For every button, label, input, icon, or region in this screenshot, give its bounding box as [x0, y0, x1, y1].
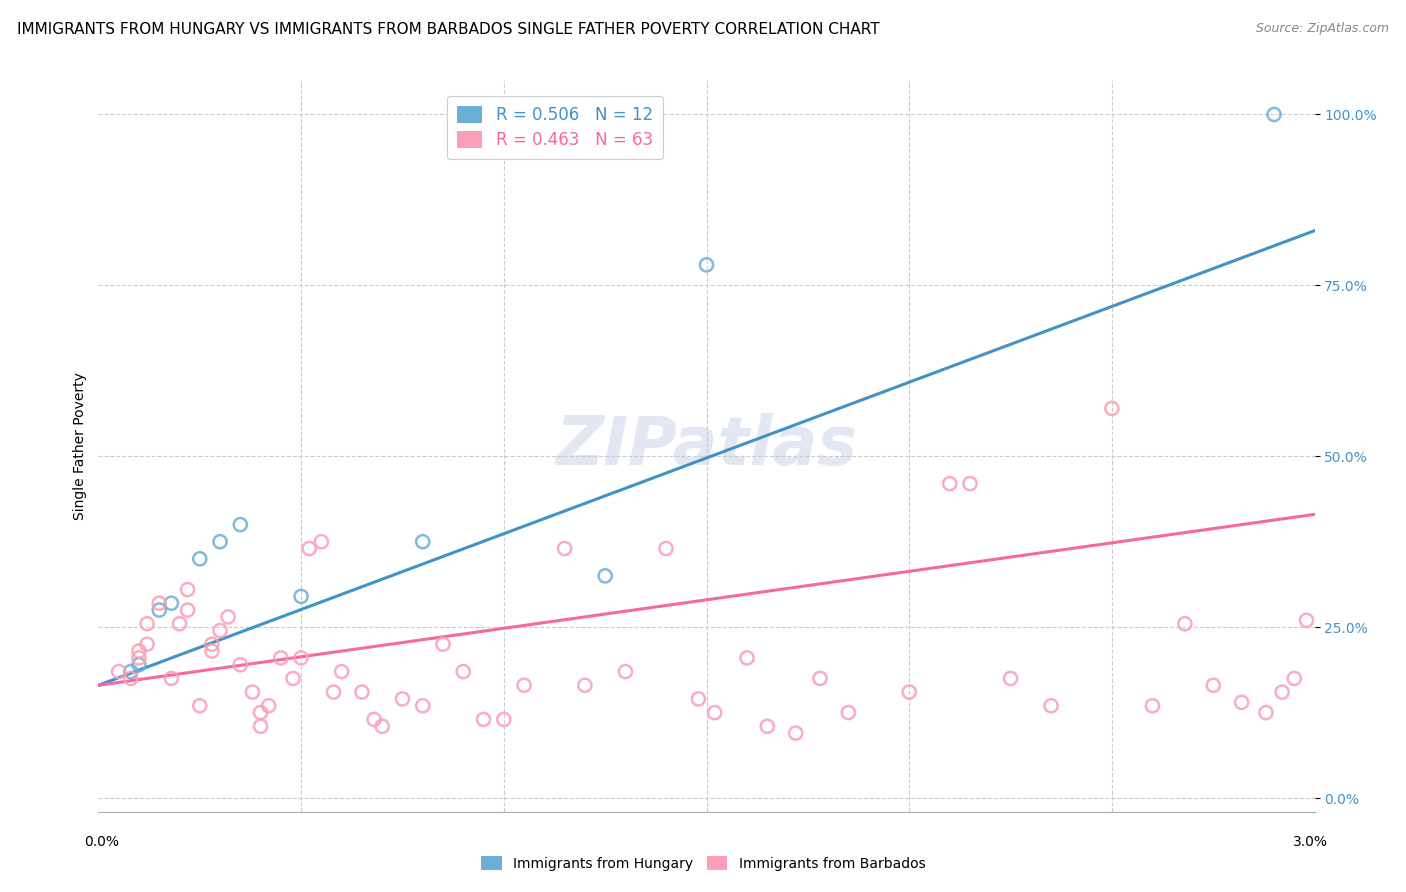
Point: [229, 657, 252, 672]
Point: [322, 685, 344, 699]
Point: [371, 719, 394, 733]
Point: [703, 706, 725, 720]
Point: [1000, 672, 1022, 686]
Point: [188, 698, 211, 713]
Point: [136, 616, 159, 631]
Point: [242, 685, 264, 699]
Point: [290, 651, 312, 665]
Point: [298, 541, 321, 556]
Point: [756, 719, 779, 733]
Point: [554, 541, 576, 556]
Point: [229, 517, 252, 532]
Text: Source: ZipAtlas.com: Source: ZipAtlas.com: [1256, 22, 1389, 36]
Text: ZIPatlas: ZIPatlas: [555, 413, 858, 479]
Point: [472, 713, 495, 727]
Point: [128, 644, 150, 658]
Point: [128, 657, 150, 672]
Point: [330, 665, 353, 679]
Point: [160, 672, 183, 686]
Point: [1295, 613, 1317, 627]
Point: [281, 672, 304, 686]
Text: IMMIGRANTS FROM HUNGARY VS IMMIGRANTS FROM BARBADOS SINGLE FATHER POVERTY CORREL: IMMIGRANTS FROM HUNGARY VS IMMIGRANTS FR…: [17, 22, 880, 37]
Point: [593, 569, 616, 583]
Point: [1230, 695, 1253, 709]
Point: [412, 534, 434, 549]
Legend: R = 0.506   N = 12, R = 0.463   N = 63: R = 0.506 N = 12, R = 0.463 N = 63: [447, 96, 662, 159]
Point: [614, 665, 637, 679]
Point: [188, 551, 211, 566]
Point: [350, 685, 373, 699]
Point: [1284, 672, 1306, 686]
Point: [249, 706, 271, 720]
Point: [837, 706, 859, 720]
Point: [1040, 698, 1063, 713]
Point: [492, 713, 515, 727]
Point: [1174, 616, 1197, 631]
Point: [959, 476, 981, 491]
Point: [453, 665, 475, 679]
Point: [148, 596, 170, 610]
Point: [290, 590, 312, 604]
Point: [655, 541, 678, 556]
Point: [201, 644, 224, 658]
Point: [217, 610, 239, 624]
Point: [939, 476, 962, 491]
Point: [257, 698, 280, 713]
Point: [209, 534, 232, 549]
Point: [1271, 685, 1294, 699]
Point: [128, 651, 150, 665]
Text: 0.0%: 0.0%: [84, 835, 118, 848]
Point: [363, 713, 385, 727]
Point: [270, 651, 292, 665]
Y-axis label: Single Father Poverty: Single Father Poverty: [73, 372, 87, 520]
Point: [696, 258, 718, 272]
Point: [120, 672, 142, 686]
Point: [391, 692, 413, 706]
Text: 3.0%: 3.0%: [1294, 835, 1327, 848]
Point: [176, 603, 198, 617]
Point: [136, 637, 159, 651]
Point: [574, 678, 596, 692]
Point: [688, 692, 710, 706]
Point: [1202, 678, 1225, 692]
Point: [432, 637, 454, 651]
Point: [160, 596, 183, 610]
Point: [898, 685, 921, 699]
Point: [735, 651, 758, 665]
Point: [209, 624, 232, 638]
Point: [148, 603, 170, 617]
Point: [311, 534, 333, 549]
Point: [120, 665, 142, 679]
Point: [176, 582, 198, 597]
Point: [513, 678, 536, 692]
Point: [785, 726, 807, 740]
Point: [107, 665, 129, 679]
Point: [1101, 401, 1123, 416]
Point: [169, 616, 191, 631]
Point: [808, 672, 831, 686]
Point: [249, 719, 271, 733]
Point: [1263, 107, 1285, 121]
Point: [1254, 706, 1277, 720]
Point: [1142, 698, 1164, 713]
Point: [201, 637, 224, 651]
Legend: Immigrants from Hungary, Immigrants from Barbados: Immigrants from Hungary, Immigrants from…: [475, 850, 931, 876]
Point: [412, 698, 434, 713]
